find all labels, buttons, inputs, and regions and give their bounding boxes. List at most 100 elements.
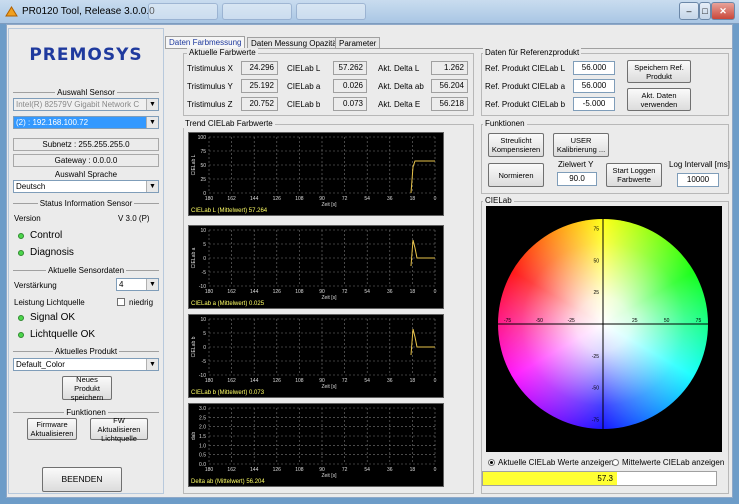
- plot-caption: Delta ab (Mittelwert) 56.204: [191, 479, 265, 485]
- tristimulus-y-label: Tristimulus Y: [187, 82, 233, 91]
- trend-plot-2: 10 5 0 -5 -10 180 162 144 126 108 90 72 54 36 18 0 Zeit …: [188, 225, 444, 309]
- stray-light-button[interactable]: Streulicht Kompensieren: [488, 133, 544, 157]
- lightness-value: 57.3: [597, 474, 613, 483]
- functions-sidebar-title: Funktionen: [64, 408, 108, 417]
- tristimulus-x-label: Tristimulus X: [187, 64, 233, 73]
- x-tick-label: 108: [295, 467, 304, 473]
- x-tick-label: 144: [250, 196, 259, 202]
- new-product-button[interactable]: Neues Produkt speichern: [62, 375, 112, 402]
- x-tick-label: 54: [364, 196, 370, 202]
- ref-l-input[interactable]: 56.000: [573, 61, 615, 75]
- target-y-label: Zielwert Y: [558, 160, 594, 169]
- wheel-tick-label: 50: [664, 318, 670, 324]
- use-current-button[interactable]: Akt. Daten verwenden: [627, 88, 691, 111]
- language-title: Auswahl Sprache: [54, 170, 118, 179]
- gain-select[interactable]: 4 ▼: [116, 278, 159, 291]
- wheel-tick-label: 25: [593, 290, 599, 296]
- low-power-checkbox[interactable]: [117, 298, 125, 306]
- save-ref-button[interactable]: Speichern Ref. Produkt: [627, 60, 691, 83]
- fw-light-button[interactable]: FW Aktualisieren Lichtquelle: [90, 416, 148, 443]
- lightness-bar: 57.3: [482, 471, 717, 486]
- light-ok-label: Lichtquelle OK: [30, 329, 96, 340]
- cielab-l-label: CIELab L: [287, 64, 321, 73]
- x-tick-label: 162: [227, 196, 236, 202]
- firmware-button[interactable]: Firmware Aktualisieren: [27, 418, 77, 440]
- y-tick-label: 5: [203, 331, 206, 337]
- x-tick-label: 0: [434, 289, 437, 295]
- y-tick-label: 3.0: [199, 406, 206, 412]
- cielab-l-value: 57.262: [333, 61, 367, 75]
- tab-farbmessung[interactable]: Daten Farbmessung: [165, 36, 246, 49]
- taskbar-blur: [222, 3, 292, 20]
- x-tick-label: 18: [410, 196, 416, 202]
- ref-b-input[interactable]: -5.000: [573, 97, 615, 111]
- taskbar-blur: [148, 3, 218, 20]
- radio-current[interactable]: Aktuelle CIELab Werte anzeigen: [488, 458, 613, 467]
- trend-line: [410, 239, 435, 267]
- radio-mean-icon[interactable]: [612, 459, 619, 466]
- trend-group: [183, 124, 474, 494]
- tristimulus-z-value: 20.752: [241, 97, 278, 111]
- y-tick-label: 25: [200, 177, 206, 183]
- ip-select[interactable]: (2) : 192.168.100.72 ▼: [13, 116, 159, 129]
- x-tick-label: 90: [319, 196, 325, 202]
- sensordata-title: Aktuelle Sensordaten: [45, 266, 127, 275]
- gateway-readout: Gateway : 0.0.0.0: [13, 154, 159, 167]
- delta-l-label: Akt. Delta L: [378, 64, 420, 73]
- ref-l-label: Ref. Produkt CIELab L: [485, 64, 566, 73]
- x-tick-label: 180: [205, 289, 214, 295]
- trend-plot-4: 3.0 2.5 2.0 1.5 1.0 0.5 0.0 180 162 144 126 108 90 72…: [188, 403, 444, 487]
- reference-group: [481, 53, 729, 116]
- delta-l-value: 1.262: [431, 61, 468, 75]
- ref-a-input[interactable]: 56.000: [573, 79, 615, 93]
- x-tick-label: 54: [364, 467, 370, 473]
- x-tick-label: 0: [434, 467, 437, 473]
- y-axis-label: CIELab a: [191, 247, 197, 268]
- control-label: Control: [30, 230, 63, 241]
- y-tick-label: 1.0: [199, 443, 206, 449]
- y-tick-label: 0.0: [199, 462, 206, 468]
- signal-ok-label: Signal OK: [30, 312, 76, 323]
- y-tick-label: 0.5: [199, 453, 206, 459]
- x-tick-label: 90: [319, 378, 325, 384]
- y-tick-label: 100: [198, 135, 207, 141]
- user-calibration-button[interactable]: USER Kalibrierung ...: [553, 133, 609, 157]
- maximize-button[interactable]: □: [699, 2, 711, 20]
- y-axis-label: dab: [191, 432, 197, 441]
- close-button[interactable]: ✕: [711, 2, 735, 20]
- radio-mean[interactable]: Mittelwerte CIELab anzeigen: [612, 458, 724, 467]
- minimize-button[interactable]: –: [679, 2, 699, 20]
- x-tick-label: 126: [273, 378, 282, 384]
- x-tick-label: 72: [342, 467, 348, 473]
- cielab-axes: 25 25 50 50 75 75 -25 -25 -50 -50 -75 -75: [498, 219, 708, 429]
- x-tick-label: 54: [364, 289, 370, 295]
- language-select[interactable]: Deutsch ▼: [13, 180, 159, 193]
- cielab-a-label: CIELab a: [287, 82, 321, 91]
- exit-button[interactable]: BEENDEN: [42, 467, 122, 492]
- low-power-label: niedrig: [129, 298, 154, 307]
- taskbar-blur: [296, 3, 366, 20]
- y-tick-label: 2.0: [199, 425, 206, 431]
- log-interval-label: Log Intervall [ms]: [669, 160, 730, 169]
- x-tick-label: 18: [410, 467, 416, 473]
- x-tick-label: 162: [227, 467, 236, 473]
- chevron-down-icon: ▼: [146, 359, 158, 370]
- log-interval-input[interactable]: 10000: [677, 173, 719, 187]
- radio-current-icon[interactable]: [488, 459, 495, 466]
- x-tick-label: 108: [295, 378, 304, 384]
- normalize-button[interactable]: Normieren: [488, 163, 544, 187]
- gain-label: Verstärkung: [14, 281, 57, 290]
- target-y-input[interactable]: 90.0: [557, 172, 597, 186]
- diagnosis-label: Diagnosis: [30, 247, 74, 258]
- network-adapter-select[interactable]: Intel(R) 82579V Gigabit Network C ▼: [13, 98, 159, 111]
- chevron-down-icon: ▼: [146, 99, 158, 110]
- product-select[interactable]: Default_Color ▼: [13, 358, 159, 371]
- current-values-group: [183, 53, 474, 116]
- tab-parameter[interactable]: Parameter: [335, 37, 381, 49]
- start-logging-button[interactable]: Start Loggen Farbwerte: [606, 163, 662, 187]
- control-led-icon: [18, 233, 24, 239]
- x-tick-label: 108: [295, 196, 304, 202]
